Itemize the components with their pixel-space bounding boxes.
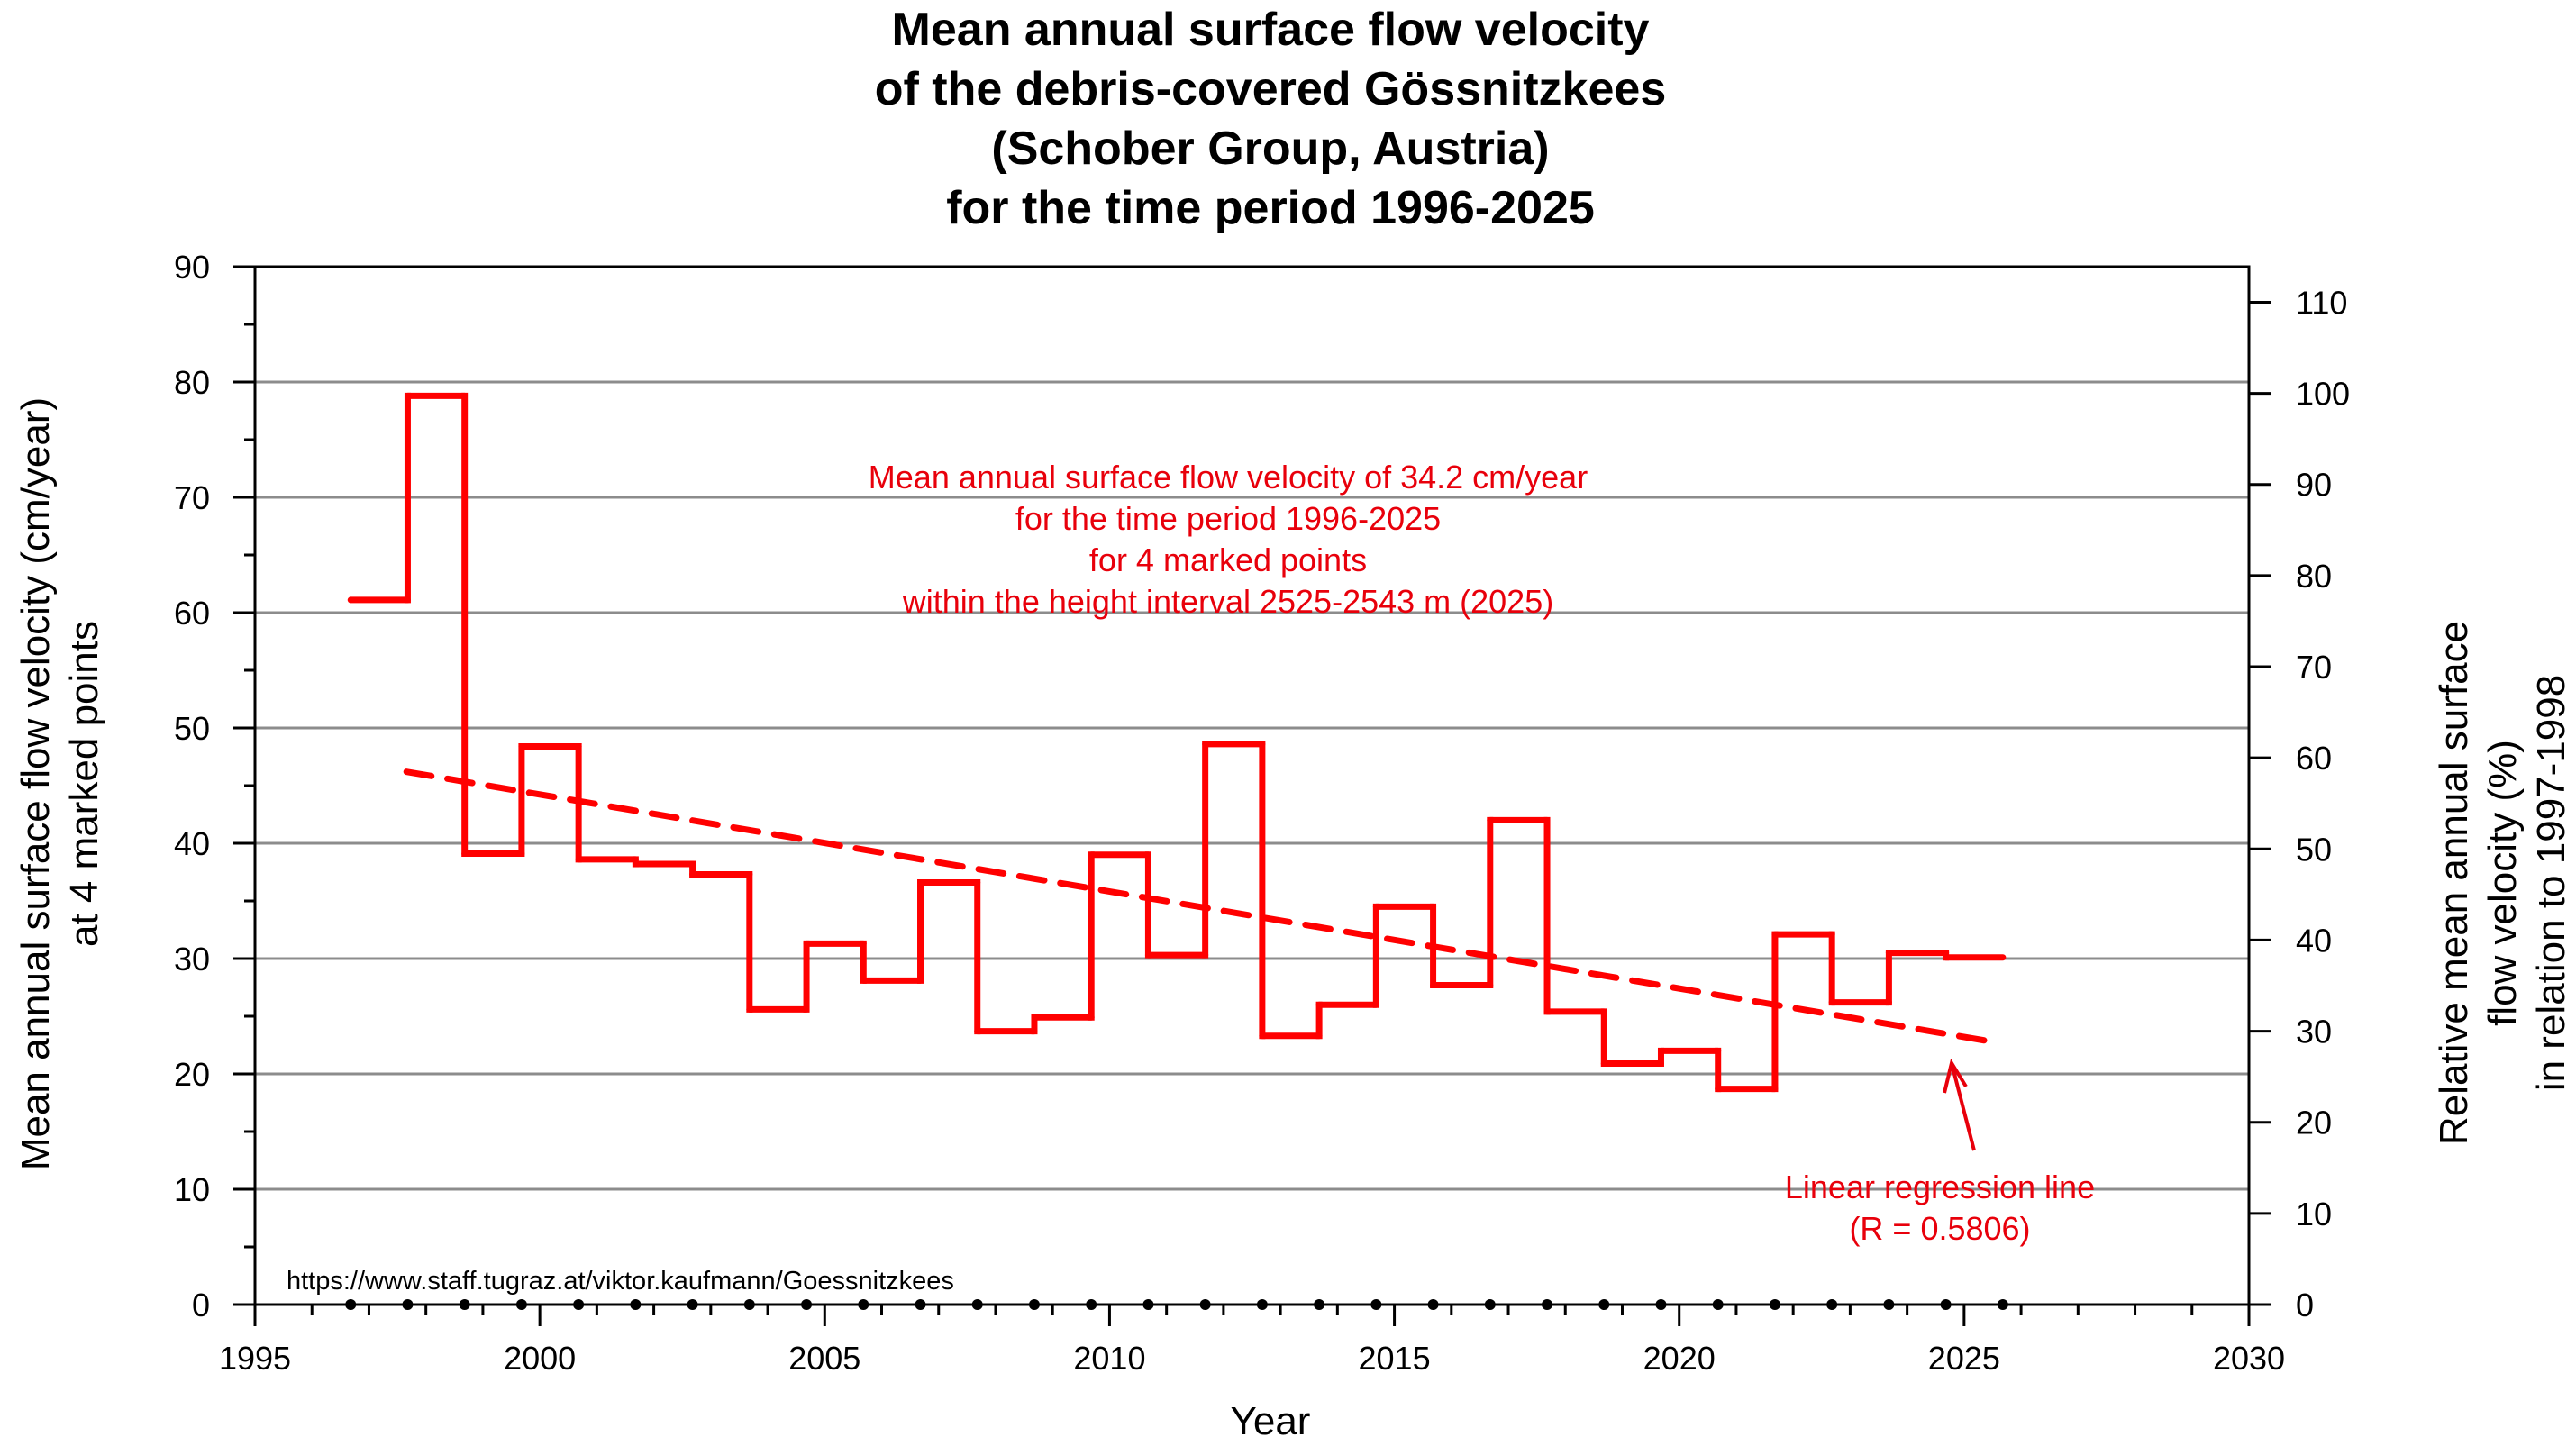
y-tick-label-60: 60 — [174, 595, 210, 632]
regression-line — [403, 768, 2002, 1046]
epoch-marker — [1199, 1299, 1211, 1310]
chart-title: Mean annual surface flow velocity of the… — [875, 4, 1667, 234]
regression-arrow-shaft — [1950, 1062, 1976, 1151]
epoch-marker — [1256, 1299, 1268, 1310]
x-tick-label-1995: 1995 — [219, 1340, 291, 1377]
chart-title-line-1: Mean annual surface flow velocity — [892, 4, 1650, 56]
y2-tick-label-50: 50 — [2296, 831, 2332, 868]
epoch-marker — [402, 1299, 414, 1310]
x-tick-label-2025: 2025 — [1928, 1340, 2000, 1377]
y-tick-label-10: 10 — [174, 1171, 210, 1208]
x-tick-label-2015: 2015 — [1359, 1340, 1431, 1377]
epoch-marker — [1883, 1299, 1895, 1310]
y2-tick-label-0: 0 — [2296, 1287, 2314, 1323]
plot-frame — [253, 265, 2251, 1306]
y-tick-label-40: 40 — [174, 825, 210, 862]
regression-arrow-head — [1943, 1058, 1968, 1094]
annotation-line-1: Mean annual surface flow velocity of 34.… — [869, 459, 1588, 496]
x-tick-label-2010: 2010 — [1073, 1340, 1145, 1377]
y-tick-label-50: 50 — [174, 710, 210, 747]
epoch-marker — [345, 1299, 357, 1310]
epoch-marker — [1370, 1299, 1382, 1310]
epoch-marker — [1484, 1299, 1496, 1310]
y2-tick-label-70: 70 — [2296, 649, 2332, 686]
y-axis-ticks: 0 10 20 30 40 50 60 70 80 90 — [174, 249, 255, 1323]
epoch-marker — [971, 1299, 983, 1310]
y-tick-label-0: 0 — [192, 1287, 210, 1323]
source-url: https://www.staff.tugraz.at/viktor.kaufm… — [287, 1267, 954, 1296]
annotation-line-2: for the time period 1996-2025 — [1015, 500, 1441, 537]
y2-axis-title-line-3: in relation to 1997-1998 — [2529, 675, 2573, 1091]
chart-title-line-2: of the debris-covered Gössnitzkees — [875, 63, 1667, 115]
x-axis-title: Year — [1231, 1399, 1311, 1443]
annotation-line-3: for 4 marked points — [1089, 541, 1367, 578]
epoch-marker — [1769, 1299, 1780, 1310]
x-tick-label-2030: 2030 — [2213, 1340, 2285, 1377]
epoch-marker — [858, 1299, 869, 1310]
y2-tick-label-100: 100 — [2296, 376, 2350, 413]
epoch-marker — [459, 1299, 470, 1310]
regression-label-line-1: Linear regression line — [1785, 1169, 2095, 1205]
y-axis-title-line-1: Mean annual surface flow velocity (cm/ye… — [14, 397, 58, 1170]
epoch-marker — [1712, 1299, 1724, 1310]
epoch-marker — [743, 1299, 755, 1310]
y-tick-label-80: 80 — [174, 364, 210, 401]
y2-tick-label-30: 30 — [2296, 1014, 2332, 1050]
y2-tick-label-10: 10 — [2296, 1196, 2332, 1232]
mean-annotation: Mean annual surface flow velocity of 34.… — [869, 459, 1588, 620]
y2-axis-title-line-2: flow velocity (%) — [2480, 740, 2525, 1026]
y2-tick-label-20: 20 — [2296, 1105, 2332, 1141]
epoch-marker — [1142, 1299, 1154, 1310]
chart-title-line-3: (Schober Group, Austria) — [991, 123, 1549, 175]
epoch-marker — [573, 1299, 585, 1310]
x-tick-label-2005: 2005 — [788, 1340, 860, 1377]
x-tick-label-2000: 2000 — [504, 1340, 576, 1377]
epoch-marker — [1542, 1299, 1553, 1310]
epoch-marker — [1427, 1299, 1439, 1310]
y2-tick-label-40: 40 — [2296, 922, 2332, 959]
chart-title-line-4: for the time period 1996-2025 — [946, 182, 1595, 234]
regression-label-line-2: (R = 0.5806) — [1849, 1210, 2030, 1247]
y2-axis-title-line-1: Relative mean annual surface — [2432, 621, 2476, 1145]
epoch-marker — [915, 1299, 926, 1310]
axes — [253, 265, 2251, 1306]
y2-tick-label-110: 110 — [2296, 284, 2347, 321]
y-tick-label-30: 30 — [174, 941, 210, 978]
regression-annotation: Linear regression line (R = 0.5806) — [1785, 1058, 2095, 1247]
annotation-line-4: within the height interval 2525-2543 m (… — [902, 583, 1553, 620]
epoch-marker — [687, 1299, 698, 1310]
epoch-marker — [630, 1299, 642, 1310]
regression-dashed-line — [403, 768, 2002, 1046]
epoch-marker — [1314, 1299, 1325, 1310]
y-tick-label-70: 70 — [174, 479, 210, 516]
epoch-marker — [1086, 1299, 1097, 1310]
epoch-marker — [1655, 1299, 1667, 1310]
y-axis-title-line-2: at 4 marked points — [62, 621, 106, 947]
epoch-marker — [801, 1299, 813, 1310]
x-tick-label-2020: 2020 — [1643, 1340, 1716, 1377]
measurement-epoch-markers — [345, 1299, 2008, 1310]
y2-axis-ticks: 0 10 20 30 40 50 60 70 80 90 100 110 — [2249, 284, 2350, 1323]
y-axis-title: Mean annual surface flow velocity (cm/ye… — [14, 397, 106, 1170]
x-axis-ticks: 1995 2000 2005 2010 2015 2020 2025 2030 — [219, 1305, 2285, 1377]
y2-axis-title: Relative mean annual surface flow veloci… — [2432, 621, 2573, 1145]
y2-tick-label-60: 60 — [2296, 740, 2332, 777]
gridlines — [255, 380, 2249, 1191]
y2-tick-label-80: 80 — [2296, 558, 2332, 595]
epoch-marker — [1826, 1299, 1838, 1310]
y-tick-label-90: 90 — [174, 249, 210, 286]
epoch-marker — [515, 1299, 527, 1310]
y-tick-label-20: 20 — [174, 1056, 210, 1093]
epoch-marker — [1997, 1299, 2008, 1310]
epoch-marker — [1940, 1299, 1952, 1310]
y2-tick-label-90: 90 — [2296, 467, 2332, 504]
epoch-marker — [1028, 1299, 1040, 1310]
epoch-marker — [1598, 1299, 1610, 1310]
